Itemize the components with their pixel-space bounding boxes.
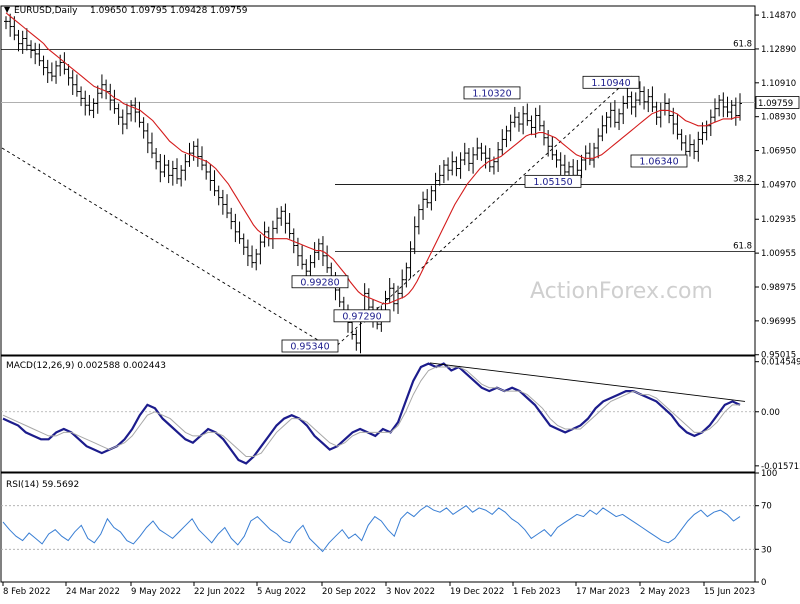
price-annotation-label: 0.97290 — [342, 311, 381, 322]
fib-level-label: 61.8 — [733, 241, 752, 251]
price-ytick-label: 1.08930 — [761, 113, 796, 123]
price-ytick-label: 0.95015 — [761, 351, 796, 361]
price-ytick-label: 1.00955 — [761, 249, 796, 259]
price-ytick-label: 0.98975 — [761, 283, 796, 293]
price-annotation-box — [333, 309, 391, 323]
x-tick-label: 8 Feb 2022 — [3, 587, 51, 597]
price-annotation-box — [630, 154, 688, 168]
x-tick-label: 19 Dec 2022 — [450, 587, 504, 597]
x-axis: 8 Feb 2022 24 Mar 2022 9 May 2022 22 Jun 20… — [2, 582, 755, 597]
header-ohlc: 1.09650 1.09795 1.09428 1.09759 — [90, 6, 248, 16]
x-tick-label: 24 Mar 2022 — [66, 587, 120, 597]
price-annotation-box — [524, 174, 582, 188]
price-annotation-box — [281, 339, 339, 353]
price-annotation-label: 1.06340 — [639, 156, 678, 167]
trendline-dashed-down — [1, 147, 334, 350]
macd-line — [2, 362, 741, 465]
price-annotation-box — [463, 86, 521, 100]
price-annotation-label: 0.99280 — [300, 277, 339, 288]
moving-average-line — [5, 12, 740, 305]
rsi-ytick-label: 70 — [761, 502, 772, 512]
x-tick-label: 3 Nov 2022 — [386, 587, 435, 597]
rsi-frame — [0, 472, 756, 583]
price-ytick-label: 1.02935 — [761, 215, 796, 225]
current-price-label: 1.09759 — [758, 99, 793, 109]
x-tick-label: 5 Aug 2022 — [257, 587, 306, 597]
x-tick-label: 20 Sep 2022 — [322, 587, 376, 597]
rsi-line — [2, 505, 741, 553]
header-arrow[interactable]: ▼ — [4, 5, 11, 14]
rsi-title: RSI(14) 59.5692 — [6, 480, 79, 490]
price-annotation-label: 0.95340 — [290, 342, 329, 353]
rsi-panel: 100 70 30 0 — [0, 469, 777, 588]
macd-title: MACD(12,26,9) 0.002588 0.002443 — [6, 361, 166, 371]
macd-ytick-label: 0.014549 — [761, 358, 800, 368]
price-ytick-label: 1.12890 — [761, 45, 796, 55]
rsi-ytick-label: 100 — [761, 469, 777, 479]
watermark: ActionForex.com — [530, 279, 713, 304]
trendline-dashed-up — [332, 75, 633, 350]
x-tick-label: 15 Jun 2023 — [704, 587, 755, 597]
price-annotation-box — [582, 75, 640, 89]
macd-frame — [0, 355, 756, 473]
x-tick-label: 9 May 2022 — [131, 587, 181, 597]
price-annotation-label: 1.10940 — [591, 78, 630, 89]
fib-level-label: 61.8 — [733, 40, 752, 50]
macd-ytick-label: 0.00 — [761, 408, 780, 418]
price-ytick-label: 0.96995 — [761, 317, 796, 327]
price-ytick-label: 1.10910 — [761, 79, 796, 89]
macd-trendline — [429, 362, 746, 402]
price-ytick-label: 1.04970 — [761, 180, 796, 190]
macd-signal-line — [2, 366, 740, 457]
price-ytick-label: 1.14870 — [761, 11, 796, 21]
price-frame — [0, 5, 756, 356]
macd-panel: 0.014549 0.00 -0.015712 — [0, 355, 800, 473]
price-annotation-label: 1.10320 — [472, 88, 511, 99]
fib-level-label: 38.2 — [733, 174, 752, 184]
rsi-ytick-label: 30 — [761, 545, 772, 555]
macd-ytick-label: -0.015712 — [761, 462, 800, 472]
rsi-ytick-label: 0 — [761, 578, 766, 588]
price-annotation-box — [291, 275, 349, 289]
x-tick-label: 22 Jun 2022 — [194, 587, 245, 597]
header-symbol: EURUSD,Daily — [14, 6, 78, 16]
price-annotation-label: 1.05150 — [533, 177, 572, 188]
price-panel: 1.14870 1.12890 1.10910 1.08930 1.06950 1.049… — [0, 5, 800, 361]
x-tick-label: 1 Feb 2023 — [513, 587, 561, 597]
price-ytick-label: 1.06950 — [761, 147, 796, 157]
current-price-badge — [755, 96, 800, 109]
x-tick-label: 2 May 2023 — [640, 587, 690, 597]
x-tick-label: 17 Mar 2023 — [576, 587, 630, 597]
